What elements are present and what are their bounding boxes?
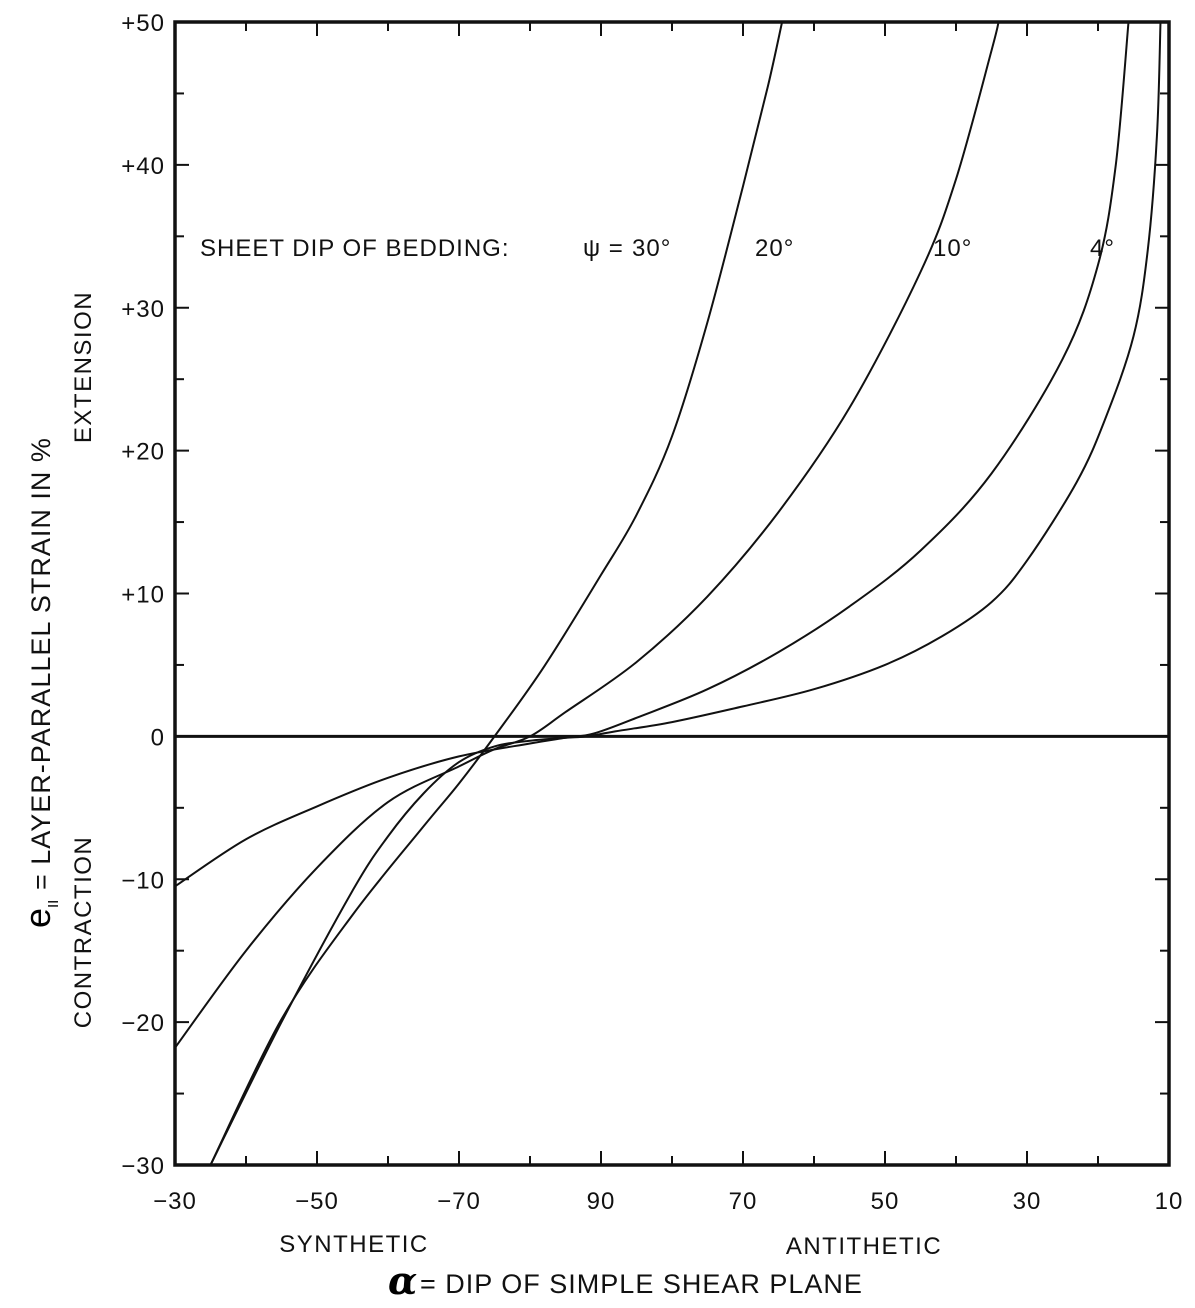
curve-label-10: 10° [933, 235, 972, 262]
x-sublabel-antithetic: ANTITHETIC [786, 1233, 942, 1260]
y-tick-label: +20 [121, 439, 165, 466]
y-tick-label: −30 [121, 1153, 165, 1180]
y-tick-label: +30 [121, 296, 165, 323]
y-tick-label: +40 [121, 153, 165, 180]
y-axis-symbol: e [17, 908, 58, 928]
curve-label-4: 4° [1090, 235, 1115, 262]
legend-prefix: SHEET DIP OF BEDDING: [200, 235, 510, 262]
tick-labels: +50 +40 +30 +20 +10 0 −10 −20 −30 −30 −50 −70 90 70 50… [121, 10, 1183, 1215]
x-tick-label: 90 [587, 1188, 616, 1215]
curve-label-20: 20° [755, 235, 794, 262]
x-tick-label: −70 [437, 1188, 481, 1215]
y-sublabel-contraction: CONTRACTION [70, 836, 97, 1029]
x-tick-label: 50 [871, 1188, 900, 1215]
y-tick-label: +10 [121, 582, 165, 609]
y-tick-label: −10 [121, 867, 165, 894]
x-tick-label: −30 [153, 1188, 197, 1215]
x-sublabel-synthetic: SYNTHETIC [279, 1231, 429, 1258]
curves [175, 22, 1161, 1165]
y-tick-label: +50 [121, 10, 165, 37]
x-tick-label: 30 [1013, 1188, 1042, 1215]
curve-label-30: 30° [632, 235, 671, 262]
curve-series-4 [211, 22, 1161, 1165]
y-axis-title-group: e II = LAYER-PARALLEL STRAIN IN % [17, 437, 62, 928]
plot-frame [175, 22, 1169, 1165]
y-axis-subscript: II [45, 900, 62, 908]
x-axis-symbol: α [388, 1258, 417, 1303]
x-tick-label: 10 [1155, 1188, 1184, 1215]
curve-series-20 [175, 22, 999, 1048]
y-sublabel-extension: EXTENSION [70, 291, 97, 443]
axes-frame [175, 22, 1169, 1165]
y-tick-label: −20 [121, 1010, 165, 1037]
y-tick-label: 0 [151, 724, 165, 751]
curve-series-10 [175, 22, 1129, 886]
legend-psi-symbol: ψ = [583, 235, 624, 262]
x-axis-title: = DIP OF SIMPLE SHEAR PLANE [420, 1269, 863, 1299]
y-axis-title: = LAYER-PARALLEL STRAIN IN % [26, 437, 56, 890]
x-tick-label: −50 [295, 1188, 339, 1215]
x-tick-label: 70 [729, 1188, 758, 1215]
